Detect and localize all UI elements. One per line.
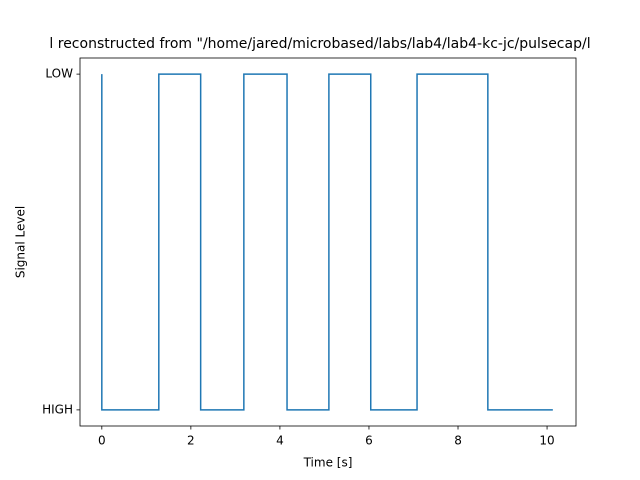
y-axis-label: Signal Level — [14, 206, 28, 278]
y-tick-label: HIGH — [42, 402, 73, 416]
x-tick-label: 10 — [539, 434, 554, 448]
x-tick-label: 0 — [98, 434, 106, 448]
y-tick-label: LOW — [45, 67, 73, 81]
x-axis-label: Time [s] — [303, 456, 353, 470]
chart-title: l reconstructed from "/home/jared/microb… — [49, 36, 590, 52]
x-tick-label: 4 — [276, 434, 284, 448]
signal-line — [101, 73, 553, 411]
x-tick-label: 6 — [365, 434, 373, 448]
plot-frame — [79, 57, 577, 427]
x-tick-label: 8 — [454, 434, 462, 448]
x-tick-label: 2 — [187, 434, 195, 448]
